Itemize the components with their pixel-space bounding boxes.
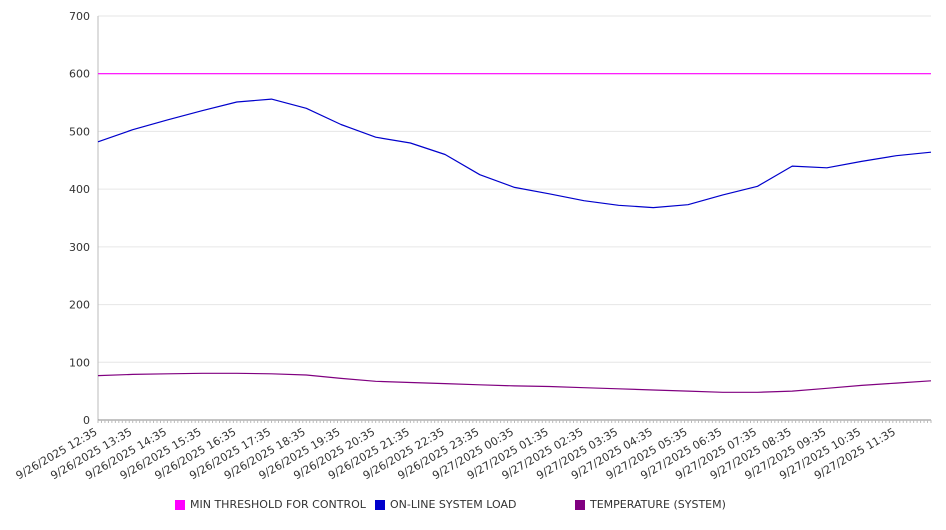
legend: MIN THRESHOLD FOR CONTROL ON-LINE SYSTEM…: [0, 498, 946, 518]
legend-label: MIN THRESHOLD FOR CONTROL: [190, 498, 366, 511]
legend-swatch: [175, 499, 185, 510]
legend-swatch: [575, 499, 585, 510]
y-tick-label: 100: [69, 356, 90, 369]
legend-swatch: [375, 499, 385, 510]
axes: [97, 16, 932, 423]
x-axis-ticks: 9/26/2025 12:359/26/2025 13:359/26/2025 …: [14, 425, 898, 482]
y-tick-label: 400: [69, 183, 90, 196]
legend-label: TEMPERATURE (SYSTEM): [590, 498, 726, 511]
grid: [98, 15, 931, 421]
legend-item-min-threshold[interactable]: MIN THRESHOLD FOR CONTROL: [175, 498, 366, 511]
series-line-2: [97, 372, 932, 393]
y-tick-label: 200: [69, 299, 90, 312]
y-tick-label: 500: [69, 125, 90, 138]
series: [97, 73, 932, 393]
y-tick-label: 0: [83, 414, 90, 427]
y-tick-label: 700: [69, 10, 90, 23]
legend-item-temperature[interactable]: TEMPERATURE (SYSTEM): [575, 498, 726, 511]
y-tick-label: 600: [69, 68, 90, 81]
y-axis-ticks: 0 100 200 300 400 500 600 700: [69, 10, 90, 427]
legend-label: ON-LINE SYSTEM LOAD: [390, 498, 517, 511]
legend-item-system-load[interactable]: ON-LINE SYSTEM LOAD: [375, 498, 516, 511]
series-line-1: [97, 98, 932, 209]
y-tick-label: 300: [69, 241, 90, 254]
